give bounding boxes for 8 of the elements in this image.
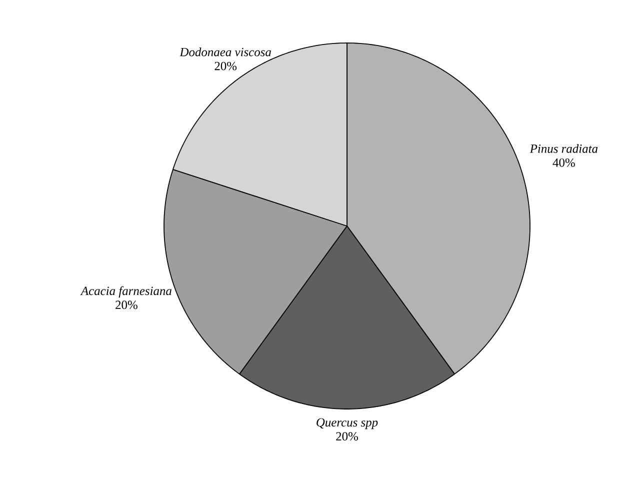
data-label: 40%	[552, 158, 575, 167]
data-label: 20%	[336, 432, 358, 441]
slice-label: Acacia farnesiana	[80, 286, 172, 298]
slice-label: Pinus radiata	[530, 144, 598, 153]
slice-label: Quercus spp	[316, 418, 378, 430]
data-label: 20%	[116, 300, 138, 310]
slice-label: Dodonaea viscosa	[180, 48, 271, 56]
data-label: 20%	[214, 62, 237, 70]
